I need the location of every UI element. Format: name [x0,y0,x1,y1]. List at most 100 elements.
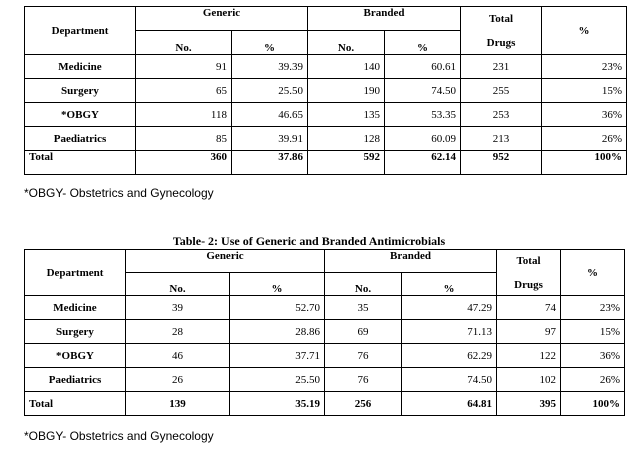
branded-no-cell: 35 [324,295,403,320]
percent-cell: 36% [560,343,626,368]
total-drugs-header-line1: Total [488,12,514,25]
total-drugs-cell: 255 [460,78,543,103]
branded-no-cell: 76 [324,343,403,368]
total-drugs-header-line2: Drugs [514,278,543,291]
total-drugs-header: Total Drugs [460,6,543,55]
branded-pct-cell: 64.81 [401,391,498,416]
table-row: Surgery 28 28.86 69 71.13 97 15% [24,319,626,344]
total-row: Total 360 37.86 592 62.14 952 100% [24,150,628,175]
branded-pct-cell: 62.14 [384,150,462,175]
branded-no-cell: 140 [307,54,386,79]
branded-no-cell: 256 [324,391,403,416]
table-generic-branded-drugs: Department Generic Branded Total Drugs %… [24,6,628,175]
table-row: Medicine 39 52.70 35 47.29 74 23% [24,295,626,320]
generic-no-cell: 26 [125,367,230,392]
generic-header: Generic [124,249,326,273]
percent-cell: 23% [560,295,626,320]
branded-pct-cell: 62.29 [401,343,498,368]
generic-pct-cell: 35.19 [228,391,326,416]
total-drugs-cell: 213 [460,126,543,151]
generic-pct-cell: 52.70 [228,295,326,320]
total-drugs-header: Total Drugs [496,249,562,296]
branded-pct-cell: 60.09 [384,126,462,151]
percent-cell: 23% [541,54,628,79]
generic-no-cell: 91 [135,54,232,79]
department-cell: *OBGY [24,102,136,127]
department-cell: Paediatrics [24,367,126,392]
percent-cell: 100% [541,150,628,175]
percent-cell: 26% [560,367,626,392]
total-drugs-header-line2: Drugs [486,36,516,49]
percent-cell: 15% [560,319,626,344]
percent-cell: 100% [560,391,626,416]
department-cell: Medicine [24,295,126,320]
total-drugs-cell: 231 [460,54,543,79]
department-header: Department [24,6,136,55]
total-drugs-cell: 102 [496,367,562,392]
generic-pct-cell: 46.65 [230,102,309,127]
branded-pct-cell: 71.13 [401,319,498,344]
branded-no-cell: 135 [307,102,386,127]
total-row: Total 139 35.19 256 64.81 395 100% [24,391,626,416]
total-drugs-header-line1: Total [516,254,541,267]
department-cell: *OBGY [24,343,126,368]
generic-pct-cell: 25.50 [230,78,309,103]
branded-no-header: No. [324,272,403,296]
percent-header: % [541,6,628,55]
branded-pct-header: % [384,30,462,55]
generic-pct-header: % [230,30,309,55]
branded-pct-header: % [401,272,498,296]
generic-no-header: No. [125,272,230,296]
total-drugs-cell: 395 [496,391,562,416]
branded-pct-cell: 74.50 [401,367,498,392]
branded-pct-cell: 60.61 [384,54,462,79]
generic-no-cell: 85 [135,126,232,151]
generic-pct-header: % [228,272,326,296]
generic-pct-cell: 25.50 [228,367,326,392]
generic-no-cell: 118 [135,102,232,127]
footnote: *OBGY- Obstetrics and Gynecology [24,186,214,200]
branded-pct-cell: 74.50 [384,78,462,103]
total-drugs-cell: 122 [496,343,562,368]
footnote: *OBGY- Obstetrics and Gynecology [24,429,214,443]
branded-no-cell: 76 [324,367,403,392]
percent-header: % [560,249,626,296]
department-cell: Total [24,150,136,175]
department-cell: Surgery [24,319,126,344]
table-row: Paediatrics 85 39.91 128 60.09 213 26% [24,126,628,151]
branded-no-cell: 69 [324,319,403,344]
generic-pct-cell: 37.86 [230,150,309,175]
table-row: Paediatrics 26 25.50 76 74.50 102 26% [24,367,626,392]
generic-pct-cell: 39.39 [230,54,309,79]
percent-cell: 15% [541,78,628,103]
percent-cell: 26% [541,126,628,151]
generic-no-cell: 65 [135,78,232,103]
generic-no-header: No. [135,30,232,55]
generic-no-cell: 46 [125,343,230,368]
percent-cell: 36% [541,102,628,127]
department-cell: Total [24,391,126,416]
branded-no-cell: 190 [307,78,386,103]
table-row: *OBGY 46 37.71 76 62.29 122 36% [24,343,626,368]
total-drugs-cell: 97 [496,319,562,344]
generic-no-cell: 139 [125,391,230,416]
generic-no-cell: 39 [125,295,230,320]
table-caption: Table- 2: Use of Generic and Branded Ant… [172,234,446,248]
branded-pct-cell: 53.35 [384,102,462,127]
total-drugs-cell: 952 [460,150,543,175]
branded-no-header: No. [307,30,386,55]
generic-pct-cell: 28.86 [228,319,326,344]
branded-no-cell: 128 [307,126,386,151]
total-drugs-cell: 253 [460,102,543,127]
branded-header: Branded [324,249,498,273]
table-row: *OBGY 118 46.65 135 53.35 253 36% [24,102,628,127]
total-drugs-cell: 74 [496,295,562,320]
generic-header: Generic [134,6,309,31]
table-generic-branded-antimicrobials: Department Generic Branded Total Drugs %… [24,249,626,416]
generic-no-cell: 360 [135,150,232,175]
department-cell: Paediatrics [24,126,136,151]
department-cell: Medicine [24,54,136,79]
generic-pct-cell: 39.91 [230,126,309,151]
branded-pct-cell: 47.29 [401,295,498,320]
department-header: Department [24,249,126,296]
